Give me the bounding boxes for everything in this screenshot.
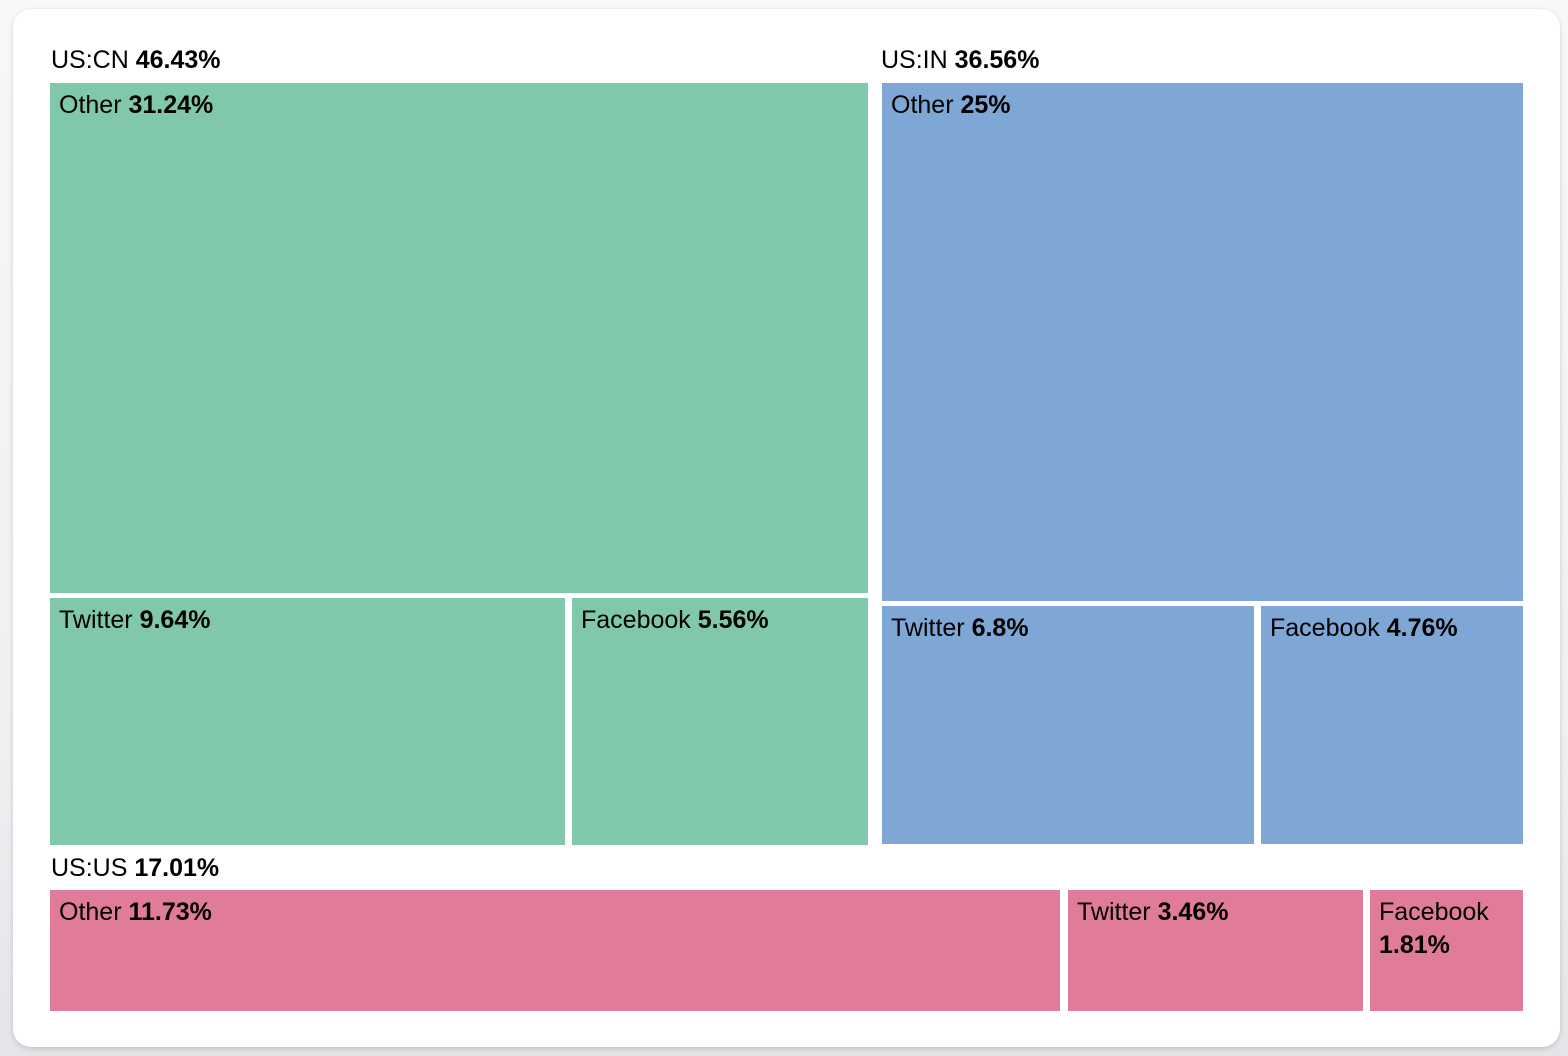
cell-value: 1.81%: [1379, 930, 1450, 959]
group-value: 36.56%: [954, 46, 1040, 74]
cell-name: Twitter: [1077, 898, 1151, 926]
cell-us-us-other[interactable]: Other 11.73%: [50, 890, 1060, 1011]
cell-value: 31.24%: [128, 91, 214, 119]
cell-us-cn-facebook[interactable]: Facebook 5.56%: [572, 598, 868, 845]
cell-value: 4.76%: [1386, 614, 1458, 642]
cell-value: 3.46%: [1157, 898, 1229, 926]
cell-value: 9.64%: [139, 606, 211, 634]
cell-name: Other: [59, 898, 122, 926]
cell-us-in-other[interactable]: Other 25%: [882, 83, 1523, 601]
group-name: US:US: [51, 854, 128, 882]
group-value: 17.01%: [134, 854, 220, 882]
cell-value: 5.56%: [697, 606, 769, 634]
cell-us-cn-other[interactable]: Other 31.24%: [50, 83, 868, 593]
cell-value: 6.8%: [971, 614, 1029, 642]
cell-us-us-facebook[interactable]: Facebook 1.81%: [1370, 890, 1523, 1011]
group-name: US:CN: [51, 46, 129, 74]
cell-name: Other: [59, 91, 122, 119]
cell-value: 25%: [960, 91, 1011, 119]
group-name: US:IN: [881, 46, 948, 74]
cell-name: Twitter: [891, 614, 965, 642]
cell-us-cn-twitter[interactable]: Twitter 9.64%: [50, 598, 565, 845]
cell-name: Twitter: [59, 606, 133, 634]
cell-name: Facebook: [581, 606, 691, 634]
group-label-us-cn: US:CN 46.43%: [51, 45, 221, 75]
group-value: 46.43%: [135, 46, 221, 74]
cell-value: 11.73%: [128, 898, 212, 926]
cell-name: Facebook: [1379, 898, 1489, 926]
cell-us-us-twitter[interactable]: Twitter 3.46%: [1068, 890, 1363, 1011]
treemap-chart-card: US:CN 46.43% Other 31.24% Twitter 9.64% …: [13, 9, 1560, 1047]
group-label-us-in: US:IN 36.56%: [881, 45, 1039, 75]
cell-name: Facebook: [1270, 614, 1380, 642]
group-label-us-us: US:US 17.01%: [51, 853, 219, 883]
cell-us-in-facebook[interactable]: Facebook 4.76%: [1261, 606, 1523, 844]
cell-name: Other: [891, 91, 954, 119]
cell-us-in-twitter[interactable]: Twitter 6.8%: [882, 606, 1254, 844]
